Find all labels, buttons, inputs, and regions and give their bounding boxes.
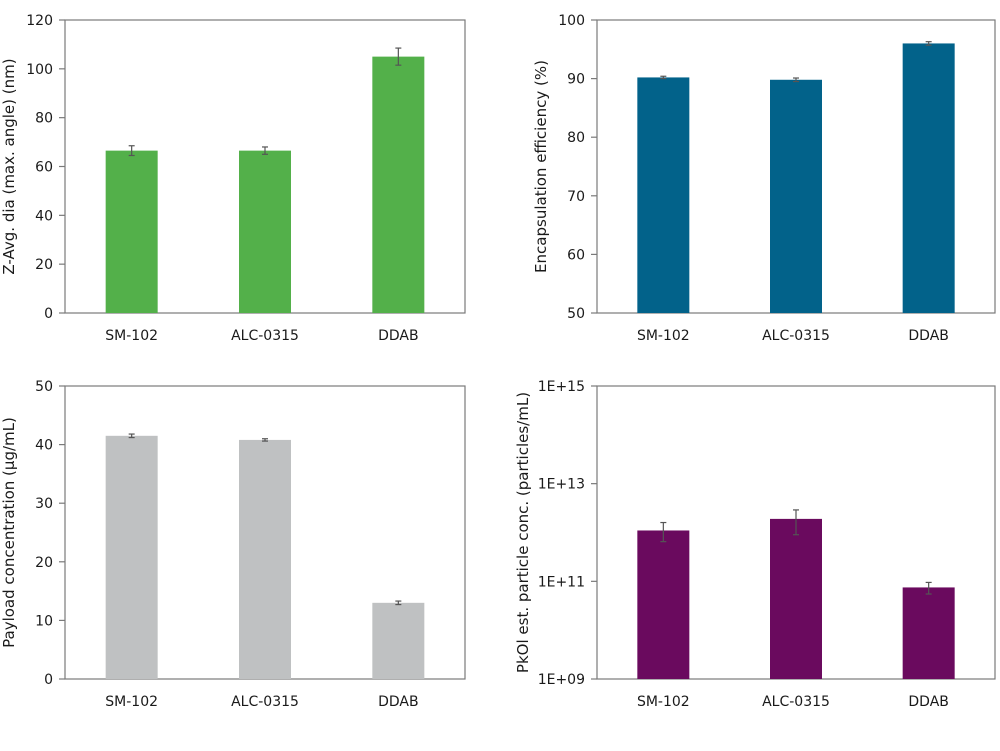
chart-panel-3: 0 10 20 30 40 50 SM-102 ALC-0315 DDAB Payload con… [0,379,466,710]
bar-sm-102 [105,150,158,313]
y-axis-label: Payload concentration (µg/mL) [0,417,18,648]
x-category-label: ALC-0315 [231,328,299,344]
error-bar [793,77,799,83]
bar-ddab [372,56,425,313]
x-category-label: DDAB [378,694,419,710]
error-bar [395,600,402,606]
y-tick-label: 100 [558,13,585,29]
y-tick-label: 90 [567,72,585,88]
x-category-label: SM-102 [105,328,158,344]
y-tick-label: 20 [35,555,53,571]
error-bar [262,438,268,442]
y-tick-label: 0 [44,672,53,688]
error-bar [128,145,135,157]
x-category-label: DDAB [378,328,419,344]
error-bar [262,146,268,155]
x-category-label: SM-102 [105,694,158,710]
x-category-label: SM-102 [637,694,690,710]
bar-sm-102 [637,77,690,313]
bar-ddab [372,602,425,679]
x-category-label: ALC-0315 [762,694,830,710]
error-bar [660,75,667,80]
y-tick-label: 60 [35,160,53,176]
error-bar [395,47,402,66]
bar-alc-0315 [770,79,822,313]
bar-alc-0315 [770,518,822,679]
y-tick-label: 100 [26,62,53,78]
y-tick-label: 70 [567,189,585,205]
chart-panel-1: 0 20 40 60 80 100 120 SM-102 ALC-0315 DDAB Z-Avg. … [0,13,466,344]
bar-ddab [902,587,955,679]
x-category-label: ALC-0315 [231,694,299,710]
y-tick-label: 40 [35,208,53,224]
y-tick-label: 50 [567,306,585,322]
error-bar [925,581,932,595]
y-tick-label: 40 [35,438,53,454]
error-bar [793,509,799,536]
y-tick-label: 30 [35,496,53,512]
y-axis-label: Z-Avg. dia (max. angle) (nm) [0,58,18,274]
y-tick-label: 80 [35,111,53,127]
y-tick-label: 50 [35,379,53,395]
y-axis-label: PkOl est. particle conc. (particles/mL) [514,392,532,673]
y-tick-label: 60 [567,247,585,263]
y-tick-label: 10 [35,613,53,629]
y-tick-label: 1E+09 [538,672,585,688]
y-tick-label: 80 [567,130,585,146]
bar-sm-102 [105,435,158,679]
bar-alc-0315 [239,150,291,313]
x-category-label: DDAB [908,328,949,344]
y-tick-label: 1E+11 [538,574,585,590]
y-tick-label: 1E+15 [538,379,585,395]
chart-panel-2: 50 60 70 80 90 100 SM-102 ALC-0315 DDAB Encapsula… [532,13,996,344]
error-bar [128,433,135,439]
y-tick-label: 1E+13 [538,477,585,493]
y-axis-label: Encapsulation efficiency (%) [532,60,550,273]
y-tick-label: 20 [35,257,53,273]
chart-panel-4: 1E+09 1E+11 1E+13 1E+15 SM-102 ALC-0315 DDAB Pk… [514,379,996,710]
y-tick-label: 120 [26,13,53,29]
bar-sm-102 [637,530,690,679]
error-bar [925,41,932,46]
bar-alc-0315 [239,439,291,679]
error-bar [660,521,667,543]
x-category-label: SM-102 [637,328,690,344]
x-category-label: ALC-0315 [762,328,830,344]
x-category-label: DDAB [908,694,949,710]
y-tick-label: 0 [44,306,53,322]
bar-ddab [902,43,955,313]
